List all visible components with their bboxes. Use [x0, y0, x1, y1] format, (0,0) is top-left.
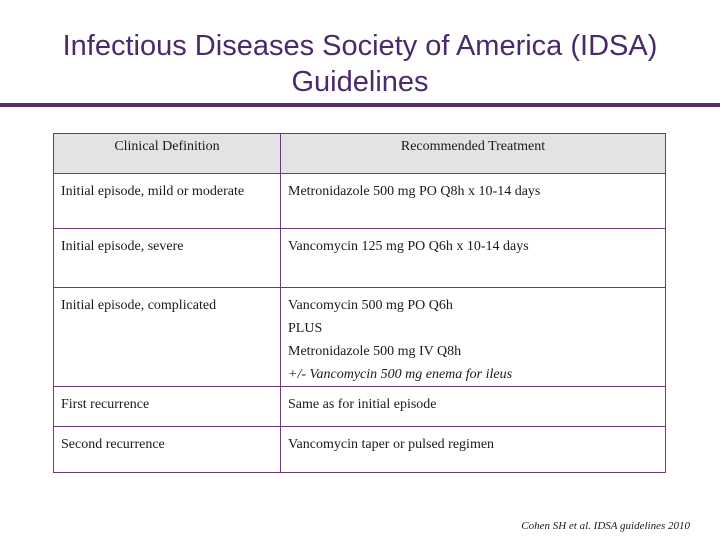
title-line-1: Infectious Diseases Society of America (… — [62, 30, 658, 62]
treatment-line: Metronidazole 500 mg IV Q8h — [288, 344, 462, 359]
treatment-cell: Same as for initial episode — [280, 386, 666, 427]
treatment-line: PLUS — [288, 321, 323, 336]
table-row: Initial episode, complicated Vancomycin … — [53, 287, 666, 387]
definition-cell: Initial episode, complicated — [53, 287, 281, 387]
definition-cell: First recurrence — [53, 386, 281, 427]
treatment-cell: Vancomycin 500 mg PO Q6h PLUS Metronidaz… — [280, 287, 666, 387]
slide-title: Infectious Diseases Society of America (… — [0, 28, 720, 100]
definition-cell: Initial episode, severe — [53, 228, 281, 288]
treatment-line: Vancomycin 500 mg PO Q6h — [288, 298, 453, 313]
title-line-2: Guidelines — [291, 66, 429, 98]
citation: Cohen SH et al. IDSA guidelines 2010 — [521, 520, 690, 532]
header-clinical-definition: Clinical Definition — [53, 133, 281, 174]
table-row: First recurrence Same as for initial epi… — [53, 386, 666, 427]
table-row: Initial episode, severe Vancomycin 125 m… — [53, 228, 666, 288]
table-header-row: Clinical Definition Recommended Treatmen… — [53, 133, 666, 174]
definition-cell: Initial episode, mild or moderate — [53, 173, 281, 229]
table-row: Second recurrence Vancomycin taper or pu… — [53, 426, 666, 473]
treatment-line-optional: +/- Vancomycin 500 mg enema for ileus — [288, 367, 513, 382]
guidelines-table: Clinical Definition Recommended Treatmen… — [53, 133, 666, 473]
treatment-line: Metronidazole 500 mg PO Q8h x 10-14 days — [288, 184, 541, 199]
treatment-cell: Vancomycin 125 mg PO Q6h x 10-14 days — [280, 228, 666, 288]
header-recommended-treatment: Recommended Treatment — [280, 133, 666, 174]
table-row: Initial episode, mild or moderate Metron… — [53, 173, 666, 229]
treatment-line: Vancomycin 125 mg PO Q6h x 10-14 days — [288, 239, 529, 254]
treatment-cell: Metronidazole 500 mg PO Q8h x 10-14 days — [280, 173, 666, 229]
treatment-cell: Vancomycin taper or pulsed regimen — [280, 426, 666, 473]
title-divider — [0, 103, 720, 107]
treatment-line: Same as for initial episode — [288, 397, 437, 412]
treatment-line: Vancomycin taper or pulsed regimen — [288, 437, 495, 452]
definition-cell: Second recurrence — [53, 426, 281, 473]
